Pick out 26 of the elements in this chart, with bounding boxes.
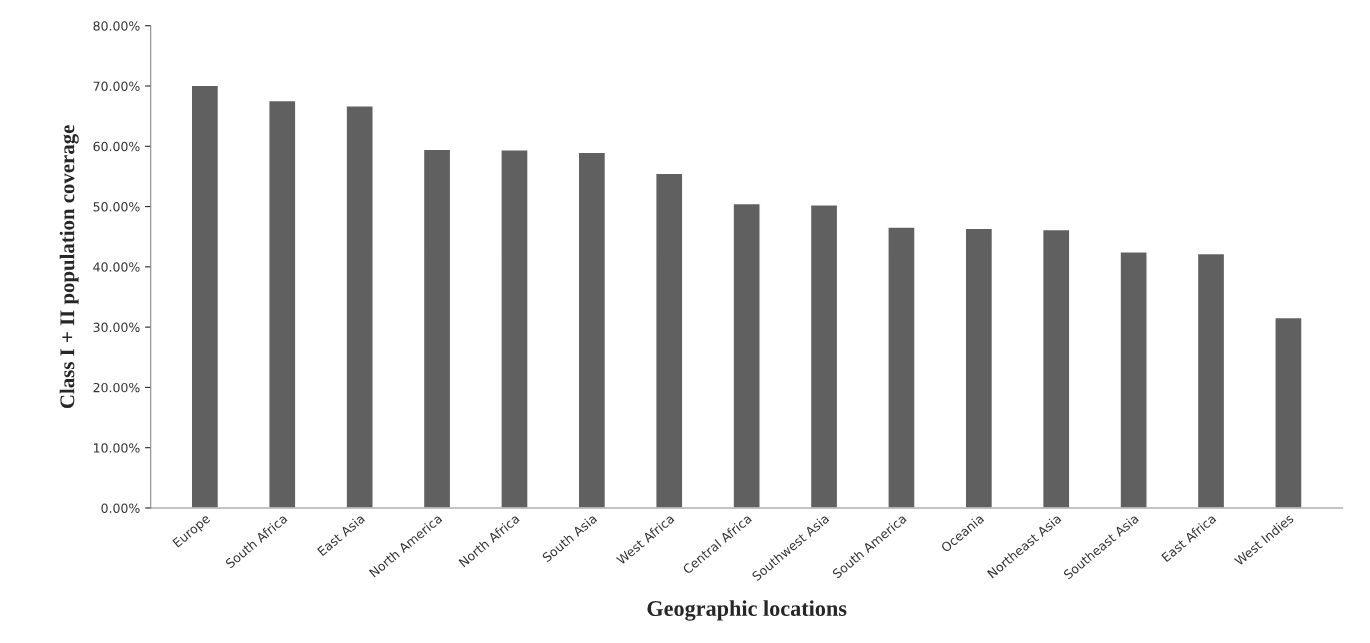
y-tick-label: 30.00% [93, 322, 140, 333]
y-tick-label: 10.00% [93, 443, 140, 453]
bar [1196, 252, 1226, 508]
bar [732, 202, 761, 508]
bar [577, 151, 607, 508]
bar [887, 226, 916, 508]
y-tick-label: 50.00% [93, 202, 140, 212]
bar [1119, 251, 1148, 508]
y-tick-label: 0.00% [101, 503, 140, 513]
y-tick-label: 40.00% [93, 262, 140, 272]
bar [655, 172, 684, 508]
bar [190, 84, 220, 508]
bar [500, 149, 529, 508]
y-axis-title: Class I + II population coverage [59, 125, 79, 409]
bar [964, 227, 994, 508]
y-tick-label: 60.00% [93, 141, 140, 152]
bar [1041, 228, 1071, 508]
bar [268, 99, 297, 508]
y-tick-label: 70.00% [93, 81, 140, 91]
bar [422, 148, 452, 508]
x-axis-title: Geographic locations [647, 600, 847, 621]
y-tick-label: 20.00% [93, 382, 140, 393]
bar [345, 105, 374, 508]
bar [1274, 316, 1303, 508]
bar [809, 204, 839, 508]
y-tick-label: 80.00% [93, 21, 140, 31]
